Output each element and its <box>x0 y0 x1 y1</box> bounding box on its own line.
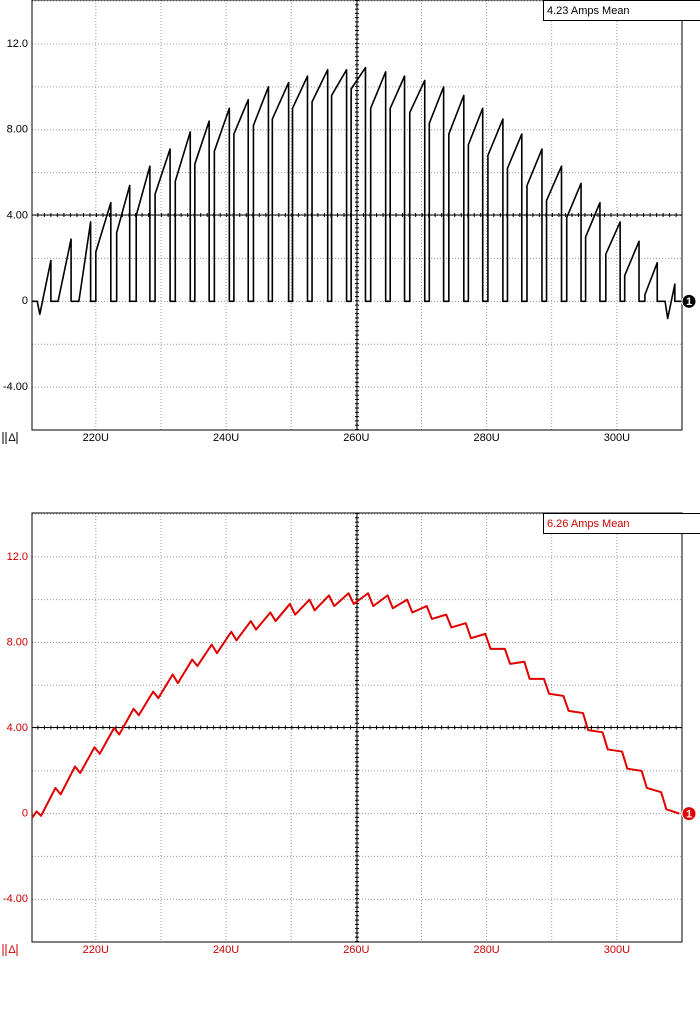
y-tick-label: 8.00 <box>7 636 28 648</box>
x-tick-label: 300U <box>604 432 630 444</box>
channel-label: 1 <box>686 809 692 821</box>
channel-label: 1 <box>686 296 692 308</box>
x-tick-label: 280U <box>473 944 499 956</box>
x-tick-label: 280U <box>473 432 499 444</box>
y-tick-label: 0 <box>22 808 28 820</box>
y-tick-label: 12.0 <box>7 551 28 563</box>
y-tick-label: -4.00 <box>3 381 28 393</box>
y-tick-label: 4.00 <box>7 722 28 734</box>
x-tick-label: 240U <box>213 432 239 444</box>
y-tick-label: 4.00 <box>7 209 28 221</box>
y-tick-label: 0 <box>22 295 28 307</box>
x-tick-label: 240U <box>213 944 239 956</box>
x-tick-label: 260U <box>343 944 369 956</box>
annotation: 4.23 Amps Mean <box>547 5 630 17</box>
annotation: 6.26 Amps Mean <box>547 518 630 530</box>
corner-label: Δ <box>8 944 16 956</box>
x-tick-label: 220U <box>83 944 109 956</box>
plot-frame <box>31 512 683 943</box>
y-tick-label: 8.00 <box>7 124 28 136</box>
trace <box>32 66 682 320</box>
annotation-box <box>543 0 700 21</box>
channel-marker <box>681 806 697 822</box>
scope-panel: -4.00 0 4.00 8.00 12.0 220U 240U 260U 280U 300U 6.… <box>2 512 700 956</box>
plot-frame <box>31 0 683 431</box>
x-tick-label: 220U <box>83 432 109 444</box>
x-tick-label: 260U <box>343 432 369 444</box>
trace <box>31 592 680 819</box>
x-tick-label: 300U <box>604 944 630 956</box>
scope-panel: -4.00 0 4.00 8.00 12.0 220U 240U 260U 280U 300U 4.… <box>2 0 700 444</box>
y-tick-label: 12.0 <box>7 38 28 50</box>
corner-label: Δ <box>8 432 16 444</box>
y-tick-label: -4.00 <box>3 893 28 905</box>
annotation-box <box>543 513 700 534</box>
channel-marker <box>681 293 697 309</box>
